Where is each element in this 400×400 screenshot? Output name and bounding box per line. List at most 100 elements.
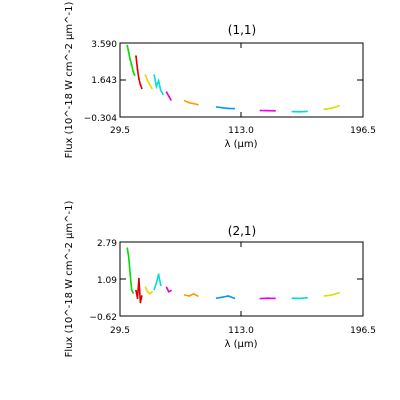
x-tick-label: 29.5	[110, 326, 130, 336]
x-tick-label: 196.5	[350, 126, 376, 136]
data-point	[133, 74, 136, 76]
data-point	[215, 106, 218, 108]
data-point	[136, 297, 139, 300]
data-point	[233, 297, 236, 300]
y-tick-label: 1.643	[91, 76, 117, 86]
data-point	[129, 59, 132, 61]
data-point	[146, 79, 149, 82]
x-axis-label: λ (μm)	[224, 339, 257, 350]
series-line-4	[153, 274, 162, 290]
data-point	[157, 273, 160, 276]
y-axis-label: Flux (10^-18 W cm^-2 μm^-1)	[64, 201, 75, 358]
y-tick-label: 1.09	[97, 276, 117, 286]
chart-title: (2,1)	[228, 224, 256, 238]
data-point	[130, 288, 133, 291]
y-axis-ticks	[120, 241, 363, 317]
data-point	[144, 74, 147, 76]
y-axis-label: Flux (10^-18 W cm^-2 μm^-1)	[64, 2, 75, 159]
x-axis-label: λ (μm)	[224, 139, 257, 150]
series-line-6	[184, 293, 199, 297]
y-tick-label: −0.62	[89, 313, 117, 323]
data-point	[192, 293, 195, 295]
y-tick-label: −0.304	[84, 114, 118, 124]
data-point	[196, 295, 199, 297]
data-point	[135, 289, 137, 292]
data-point	[167, 95, 170, 97]
data-point	[139, 83, 142, 86]
data-point	[338, 291, 340, 294]
data-point	[153, 288, 156, 291]
data-point	[233, 107, 236, 110]
data-point	[165, 91, 168, 94]
data-point	[215, 297, 218, 300]
data-point	[151, 290, 153, 293]
data-point	[159, 284, 162, 287]
data-point	[159, 89, 162, 92]
data-point	[306, 110, 308, 113]
data-point	[130, 63, 133, 66]
data-point	[153, 74, 156, 76]
data-point	[170, 98, 172, 101]
data-point	[155, 85, 158, 88]
plot-frame	[119, 241, 364, 317]
chart-title: (1,1)	[228, 23, 256, 37]
data-point	[135, 55, 137, 57]
series-line-3	[144, 287, 153, 296]
data-point	[291, 110, 294, 113]
data-point	[127, 51, 130, 54]
data-point	[165, 286, 168, 289]
series-line-7	[216, 106, 235, 110]
data-point	[148, 83, 151, 86]
data-point	[221, 106, 224, 109]
data-point	[259, 109, 262, 112]
data-point	[330, 294, 333, 296]
series-line-6	[184, 100, 198, 106]
data-point	[196, 103, 199, 106]
data-point	[266, 109, 269, 112]
data-point	[323, 295, 326, 297]
data-point	[338, 105, 340, 107]
data-point	[274, 109, 276, 112]
data-point	[259, 297, 262, 300]
data-point	[148, 293, 151, 295]
series-line-7	[216, 295, 235, 299]
data-point	[306, 296, 308, 299]
data-point	[167, 290, 170, 293]
data-point	[330, 107, 333, 110]
data-point	[188, 295, 191, 297]
data-point	[183, 99, 186, 102]
plot-frame	[119, 42, 364, 118]
x-tick-label: 196.5	[350, 326, 376, 336]
data-point	[138, 78, 140, 80]
data-point	[132, 291, 135, 294]
data-point	[291, 297, 294, 300]
data-point	[221, 296, 224, 298]
data-point	[138, 277, 140, 280]
y-tick-label: 3.590	[91, 40, 117, 50]
x-tick-label: 113.0	[228, 126, 254, 136]
data-point	[129, 273, 132, 276]
data-point	[274, 297, 276, 300]
data-point	[136, 68, 139, 71]
data-point	[126, 44, 129, 47]
data-point	[188, 101, 191, 104]
data-point	[157, 79, 160, 82]
data-point	[192, 102, 195, 105]
series-line-1	[126, 248, 134, 294]
data-point	[170, 289, 172, 292]
data-point	[151, 87, 153, 90]
data-point	[227, 107, 230, 110]
data-point	[323, 108, 326, 111]
data-point	[183, 294, 186, 296]
data-point	[140, 295, 143, 297]
x-tick-label: 29.5	[110, 126, 130, 136]
data-point	[139, 301, 142, 304]
data-point	[146, 290, 149, 293]
data-series-group	[126, 247, 340, 304]
y-axis-ticks	[120, 42, 363, 118]
data-point	[132, 70, 135, 73]
data-series-group	[126, 44, 340, 113]
data-point	[298, 297, 301, 300]
chart-panel-2: (2,1) 2.79 1.09 −0.62 29.5 113.0 196.5 λ…	[64, 201, 376, 358]
